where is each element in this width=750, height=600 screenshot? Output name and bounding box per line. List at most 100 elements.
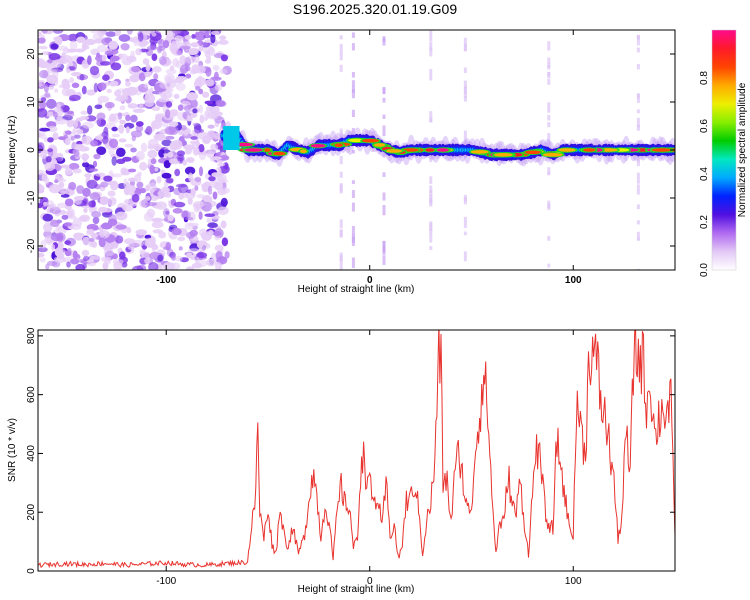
snr-y-tick-label: 800 bbox=[26, 327, 37, 344]
heatmap-streak-cell bbox=[636, 159, 640, 167]
heatmap-noise-cell bbox=[120, 167, 128, 176]
heatmap-noise-cell bbox=[111, 133, 121, 138]
heatmap-noise-cell bbox=[123, 178, 128, 188]
heatmap-noise-cell bbox=[153, 73, 159, 80]
heatmap-noise-cell bbox=[79, 115, 90, 121]
heatmap-streak-cell bbox=[351, 234, 355, 243]
heatmap-noise-cell bbox=[111, 126, 118, 132]
heatmap-noise-cell bbox=[175, 76, 187, 81]
heatmap-noise-cell bbox=[191, 34, 196, 39]
heatmap-streak-cell bbox=[463, 231, 467, 236]
heatmap-noise-cell bbox=[119, 251, 126, 260]
heatmap-noise-cell bbox=[69, 94, 81, 102]
heatmap-noise-cell bbox=[124, 143, 133, 148]
heatmap-noise-cell bbox=[74, 143, 79, 150]
heatmap-streak-cell bbox=[382, 172, 386, 177]
heatmap-noise-cell bbox=[88, 238, 95, 242]
heatmap-noise-cell bbox=[60, 164, 70, 169]
heatmap-noise-cell bbox=[54, 88, 59, 93]
heatmap-noise-cell bbox=[210, 143, 219, 152]
heatmap-noise-cell bbox=[102, 135, 109, 144]
heatmap-noise-cell bbox=[67, 48, 76, 53]
heatmap-noise-cell bbox=[188, 248, 200, 253]
heatmap-noise-cell bbox=[204, 213, 216, 217]
ridge-hot-cell bbox=[300, 149, 307, 153]
heatmap-noise-cell bbox=[178, 246, 183, 251]
colorbar-label: Normalized spectral amplitude bbox=[737, 82, 748, 217]
heatmap-noise-cell bbox=[208, 185, 213, 195]
ridge-hot-cell bbox=[558, 148, 576, 152]
heatmap-streak-cell bbox=[382, 154, 386, 158]
heatmap-noise-cell bbox=[44, 162, 56, 172]
heatmap-noise-cell bbox=[110, 180, 119, 191]
heatmap-noise-cell bbox=[81, 249, 90, 257]
heatmap-noise-cell bbox=[82, 199, 88, 205]
heatmap-noise-cell bbox=[118, 138, 127, 143]
heatmap-noise-cell bbox=[142, 58, 150, 65]
heatmap-noise-cell bbox=[109, 80, 116, 87]
heatmap-noise-cell bbox=[204, 59, 212, 64]
heatmap-noise-cell bbox=[198, 88, 204, 95]
heatmap-noise-cell bbox=[68, 181, 77, 191]
heatmap-noise-cell bbox=[220, 80, 226, 87]
heatmap-noise-cell bbox=[119, 119, 126, 125]
heatmap-streak-cell bbox=[351, 32, 355, 38]
heatmap-noise-cell bbox=[81, 135, 93, 145]
heatmap-noise-cell bbox=[125, 80, 131, 87]
heatmap-noise-cell bbox=[47, 125, 58, 133]
heatmap-streak-cell bbox=[339, 156, 343, 165]
heatmap-noise-cell bbox=[219, 35, 227, 40]
heatmap-noise-cell bbox=[64, 240, 72, 245]
heatmap-streak-cell bbox=[463, 44, 467, 52]
heatmap-noise-cell bbox=[73, 149, 80, 157]
heatmap-noise-cell bbox=[165, 241, 172, 251]
heatmap-noise-cell bbox=[152, 143, 162, 151]
heatmap-noise-cell bbox=[146, 45, 158, 51]
heatmap-streak-cell bbox=[636, 117, 640, 128]
heatmap-noise-cell bbox=[143, 83, 149, 88]
heatmap-noise-cell bbox=[214, 181, 224, 191]
heatmap-noise-cell bbox=[39, 101, 47, 109]
heatmap-noise-cell bbox=[38, 37, 46, 44]
heatmap-noise-cell bbox=[198, 166, 204, 177]
heatmap-noise-cell bbox=[54, 36, 63, 46]
spectrogram-y-tick-label: 10 bbox=[26, 96, 37, 108]
heatmap-noise-cell bbox=[219, 155, 230, 161]
heatmap-streak-cell bbox=[547, 57, 551, 64]
heatmap-noise-cell bbox=[149, 164, 155, 175]
heatmap-noise-cell bbox=[114, 30, 122, 37]
heatmap-noise-cell bbox=[169, 43, 178, 53]
heatmap-noise-cell bbox=[62, 82, 71, 90]
heatmap-noise-cell bbox=[136, 181, 144, 189]
heatmap-noise-cell bbox=[121, 203, 134, 212]
heatmap-noise-cell bbox=[130, 147, 137, 153]
heatmap-streak-cell bbox=[463, 37, 467, 46]
heatmap-noise-cell bbox=[220, 187, 230, 194]
heatmap-noise-cell bbox=[148, 262, 159, 270]
heatmap-noise-cell bbox=[38, 247, 48, 253]
heatmap-noise-cell bbox=[220, 220, 227, 229]
heatmap-noise-cell bbox=[82, 121, 94, 129]
heatmap-noise-cell bbox=[100, 181, 109, 188]
heatmap-noise-cell bbox=[39, 127, 51, 132]
heatmap-streak-cell bbox=[547, 41, 551, 51]
heatmap-noise-cell bbox=[186, 266, 195, 270]
heatmap-noise-cell bbox=[126, 185, 136, 193]
heatmap-noise-cell bbox=[157, 189, 169, 198]
heatmap-noise-cell bbox=[44, 177, 50, 185]
heatmap-noise-cell bbox=[119, 105, 126, 111]
heatmap-noise-cell bbox=[190, 47, 199, 55]
heatmap-noise-cell bbox=[53, 59, 62, 68]
heatmap-noise-cell bbox=[159, 82, 171, 89]
heatmap-noise-cell bbox=[204, 30, 210, 39]
heatmap-streak-cell bbox=[429, 117, 433, 123]
heatmap-noise-cell bbox=[95, 172, 106, 177]
heatmap-noise-cell bbox=[55, 118, 67, 125]
heatmap-streak-cell bbox=[463, 86, 467, 95]
heatmap-noise-cell bbox=[151, 123, 157, 129]
heatmap-streak-cell bbox=[382, 114, 386, 119]
heatmap-noise-cell bbox=[131, 135, 136, 142]
heatmap-noise-cell bbox=[118, 124, 125, 134]
ridge-hot-cell bbox=[244, 148, 263, 152]
heatmap-streak-cell bbox=[339, 35, 343, 40]
